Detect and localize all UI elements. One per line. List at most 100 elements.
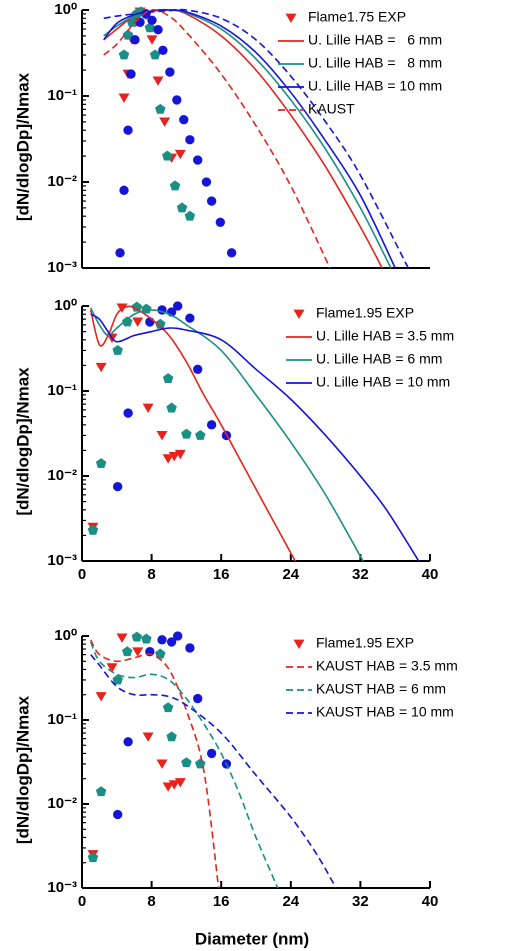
legend-marker	[293, 309, 305, 319]
y-tick-label: 10⁰	[54, 1, 77, 18]
x-tick-label: 8	[147, 566, 155, 583]
marker	[126, 69, 136, 79]
legend-label: U. Lille HAB = 6 mm	[308, 32, 442, 48]
marker	[130, 35, 140, 45]
marker	[122, 646, 133, 657]
marker	[155, 648, 166, 659]
marker	[172, 95, 182, 105]
marker	[173, 631, 183, 641]
line	[103, 8, 331, 268]
marker	[174, 149, 186, 160]
marker	[132, 317, 144, 327]
marker	[165, 67, 175, 77]
x-tick-label: 16	[213, 566, 230, 583]
marker	[206, 196, 217, 206]
marker	[118, 49, 130, 60]
marker	[146, 35, 158, 45]
marker	[166, 637, 177, 647]
legend-label: Flame1.95 EXP	[316, 635, 414, 651]
marker	[174, 449, 186, 460]
x-tick-label: 40	[422, 566, 439, 583]
marker	[112, 481, 123, 492]
marker	[112, 809, 123, 820]
marker	[131, 301, 143, 312]
marker	[149, 49, 161, 60]
marker	[185, 313, 195, 323]
marker	[184, 210, 196, 221]
marker	[131, 631, 143, 642]
line	[103, 9, 392, 268]
marker	[181, 757, 192, 768]
marker	[122, 29, 134, 40]
marker	[155, 318, 166, 329]
legend-label: KAUST HAB = 6 mm	[316, 681, 446, 697]
marker	[95, 692, 107, 702]
legend-label: U. Lille HAB = 6 mm	[316, 351, 442, 367]
marker	[193, 155, 203, 165]
x-tick-label: 16	[213, 893, 230, 910]
marker	[201, 177, 212, 187]
marker	[176, 202, 188, 213]
y-tick-label: 10⁰	[54, 627, 77, 644]
marker	[142, 403, 154, 414]
marker	[112, 674, 123, 685]
x-tick-label: 24	[282, 566, 299, 583]
marker	[173, 301, 183, 311]
line	[89, 305, 296, 561]
marker	[123, 125, 133, 135]
x-tick-label: 40	[422, 893, 439, 910]
marker	[162, 454, 174, 464]
marker	[179, 115, 189, 125]
marker	[115, 248, 125, 258]
y-axis-label: [dN/dlogDp]/Nmax	[13, 367, 32, 516]
marker	[87, 852, 99, 863]
marker	[162, 373, 174, 384]
marker	[185, 135, 195, 145]
line	[90, 313, 420, 561]
marker	[123, 737, 133, 747]
marker	[116, 633, 128, 643]
marker	[122, 316, 133, 327]
marker	[135, 17, 145, 27]
x-axis-label: Diameter (nm)	[195, 929, 309, 948]
legend-marker	[293, 639, 305, 649]
marker	[112, 344, 123, 355]
marker	[166, 731, 177, 742]
x-tick-label: 0	[78, 893, 86, 910]
marker	[159, 117, 171, 127]
x-tick-label: 0	[78, 566, 86, 583]
marker	[174, 778, 186, 788]
legend-label: U. Lille HAB = 10 mm	[316, 374, 450, 390]
marker	[226, 248, 237, 258]
y-axis-label: [dN/dlogDp]/Nmax	[13, 72, 32, 221]
y-axis-label: [dN/dlogDp]/Nmax	[13, 695, 32, 844]
line	[89, 639, 220, 888]
line	[103, 8, 409, 268]
marker	[169, 180, 181, 191]
line	[89, 307, 364, 561]
x-tick-label: 24	[282, 893, 299, 910]
y-tick-label: 10⁻²	[47, 467, 77, 484]
marker	[142, 732, 154, 742]
marker	[168, 452, 180, 462]
y-tick-label: 10⁰	[54, 297, 77, 314]
legend-label: KAUST HAB = 10 mm	[316, 704, 454, 720]
x-tick-label: 32	[352, 893, 369, 910]
marker	[168, 780, 180, 790]
marker	[87, 524, 99, 535]
line	[103, 9, 396, 268]
y-tick-label: 10⁻²	[47, 795, 77, 812]
legend-label: Flame1.75 EXP	[308, 9, 406, 25]
marker	[195, 758, 206, 769]
marker	[185, 643, 195, 653]
y-tick-label: 10⁻¹	[47, 87, 77, 104]
marker	[206, 420, 217, 430]
legend-label: KAUST	[308, 101, 355, 117]
marker	[195, 429, 206, 440]
y-tick-label: 10⁻³	[47, 552, 77, 569]
marker	[193, 364, 203, 374]
marker	[166, 402, 177, 413]
marker	[106, 663, 118, 673]
marker	[157, 635, 167, 645]
